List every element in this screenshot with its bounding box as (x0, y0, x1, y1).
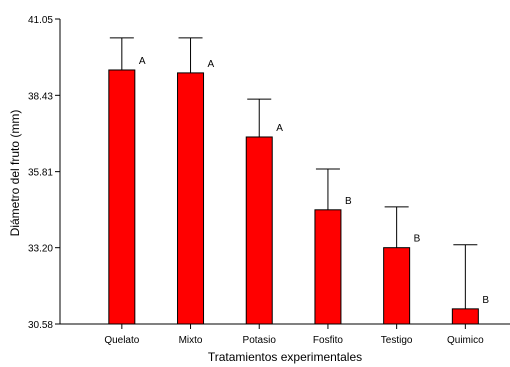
x-tick-label: Mixto (179, 335, 203, 346)
y-axis-title: Diámetro del fruto (mm) (8, 110, 22, 237)
x-tick-label: Quelato (104, 335, 139, 346)
bar (451, 308, 479, 325)
bar (245, 136, 273, 325)
x-tick-label: Potasio (243, 335, 277, 346)
x-axis-title: Tratamientos experimentales (208, 350, 362, 364)
bars: A A A B B B (108, 37, 489, 325)
bar (314, 209, 342, 325)
y-axis: 30.58 33.20 35.81 38.43 41.05 (28, 15, 61, 331)
x-tick-label: Fosfito (313, 335, 343, 346)
significance-letter: A (139, 56, 146, 67)
y-tick-label: 35.81 (28, 168, 53, 179)
x-tick-label: Quimico (447, 335, 484, 346)
y-tick-label: 41.05 (28, 15, 53, 26)
significance-letter: B (345, 196, 352, 207)
significance-letter: B (414, 234, 421, 245)
significance-letter: A (208, 59, 215, 70)
bar (108, 69, 136, 325)
x-axis: Quelato Mixto Potasio Fosfito Testigo Quimico (60, 323, 510, 346)
y-tick-label: 38.43 (28, 91, 53, 102)
x-tick-label: Testigo (381, 335, 413, 346)
significance-letter: A (276, 123, 283, 134)
significance-letter: B (482, 295, 489, 306)
bar (177, 72, 205, 325)
bar (383, 247, 411, 325)
y-tick-label: 33.20 (28, 244, 53, 255)
y-tick-label: 30.58 (28, 320, 53, 331)
